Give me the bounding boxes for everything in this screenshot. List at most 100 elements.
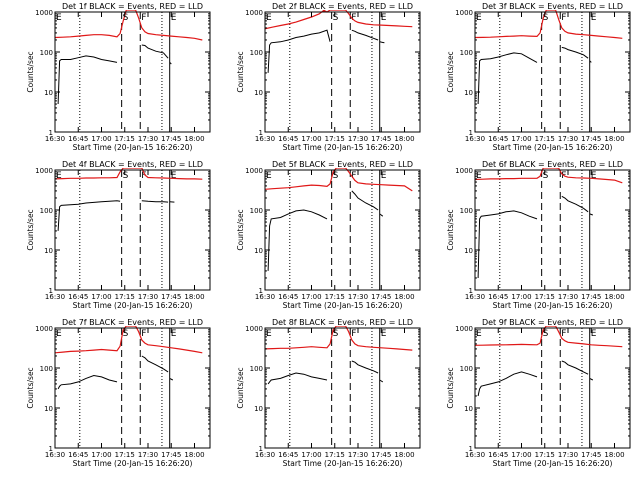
y-tick-label: 100	[250, 207, 263, 215]
y-tick-label: 1000	[245, 9, 263, 17]
series-events-line	[379, 213, 384, 217]
y-tick-label: 1000	[35, 325, 53, 333]
x-tick-label: 17:00	[511, 293, 531, 301]
chart-title: Det 2f BLACK = Events, RED = LLD	[272, 2, 413, 11]
series-events-line	[561, 360, 589, 375]
plot-frame	[264, 11, 421, 133]
x-tick-label: 16:45	[68, 293, 88, 301]
y-tick-label: 10	[254, 89, 263, 97]
series-events-line	[379, 41, 385, 44]
x-tick-label: 17:15	[325, 135, 345, 143]
chart-title: Det 3f BLACK = Events, RED = LLD	[482, 2, 623, 11]
marker-label-S: S	[333, 171, 339, 181]
x-tick-label: 17:15	[535, 293, 555, 301]
y-axis-label: Counts/sec	[446, 51, 455, 92]
marker-label-E: E	[171, 171, 177, 181]
series-lld-line	[265, 326, 413, 351]
y-tick-label: 1000	[455, 325, 473, 333]
x-tick-label: 17:00	[91, 135, 111, 143]
marker-label-F: F	[561, 13, 566, 23]
y-axis-label: Counts/sec	[236, 209, 245, 250]
x-tick-label: 17:00	[91, 451, 111, 459]
x-tick-label: 16:30	[255, 293, 275, 301]
marker-label-F: F	[141, 13, 146, 23]
y-tick-label: 1	[259, 129, 263, 137]
y-axis-label: Counts/sec	[26, 51, 35, 92]
x-axis-label: Start Time (20-Jan-15 16:26:20)	[73, 459, 193, 468]
x-axis-label: Start Time (20-Jan-15 16:26:20)	[283, 301, 403, 310]
marker-label-E: E	[381, 171, 387, 181]
series-events-line	[379, 379, 384, 383]
x-tick-label: 17:00	[301, 451, 321, 459]
marker-label-E: E	[381, 329, 387, 339]
marker-label-E: E	[591, 329, 597, 339]
plot-frame	[474, 327, 631, 449]
x-tick-label: 18:00	[184, 451, 204, 459]
marker-label-F: F	[141, 329, 146, 339]
x-tick-label: 17:15	[325, 451, 345, 459]
x-tick-label: 17:15	[115, 293, 135, 301]
marker-label-E: E	[171, 329, 177, 339]
x-tick-label: 18:00	[394, 293, 414, 301]
series-events-line	[141, 355, 169, 373]
series-events-line	[141, 200, 169, 203]
marker-label-S: S	[123, 171, 129, 181]
y-tick-label: 10	[254, 247, 263, 255]
y-tick-label: 1000	[455, 167, 473, 175]
x-tick-label: 16:30	[465, 293, 485, 301]
series-events-line	[561, 46, 589, 59]
plot-frame	[54, 327, 211, 449]
chart-title: Det 1f BLACK = Events, RED = LLD	[62, 2, 203, 11]
series-events-line	[57, 374, 118, 390]
marker-label-F: F	[351, 329, 356, 339]
x-tick-label: 17:30	[348, 135, 368, 143]
y-tick-label: 10	[464, 247, 473, 255]
y-tick-label: 10	[44, 247, 53, 255]
y-tick-label: 100	[40, 49, 53, 57]
x-tick-label: 18:00	[394, 135, 414, 143]
chart-title: Det 7f BLACK = Events, RED = LLD	[62, 318, 203, 327]
y-tick-label: 10	[44, 89, 53, 97]
x-tick-label: 18:00	[604, 293, 624, 301]
marker-label-F: F	[351, 13, 356, 23]
x-tick-label: 17:15	[115, 451, 135, 459]
marker-label-E: E	[476, 329, 482, 339]
marker-label-S: S	[123, 329, 129, 339]
x-axis-label: Start Time (20-Jan-15 16:26:20)	[493, 459, 613, 468]
x-tick-label: 17:15	[535, 135, 555, 143]
series-lld-line	[475, 168, 623, 184]
x-tick-label: 17:45	[581, 135, 601, 143]
marker-label-E: E	[476, 13, 482, 23]
y-axis-label: Counts/sec	[26, 209, 35, 250]
marker-label-E: E	[476, 171, 482, 181]
x-axis-label: Start Time (20-Jan-15 16:26:20)	[283, 459, 403, 468]
x-tick-label: 17:45	[371, 293, 391, 301]
marker-label-E: E	[266, 171, 272, 181]
x-tick-label: 17:15	[115, 135, 135, 143]
marker-label-S: S	[543, 13, 549, 23]
y-tick-label: 100	[460, 49, 473, 57]
series-lld-line	[475, 10, 623, 39]
y-tick-label: 1	[259, 287, 263, 295]
series-events-line	[169, 62, 172, 65]
x-tick-label: 16:45	[278, 451, 298, 459]
x-tick-label: 17:00	[511, 451, 531, 459]
x-tick-label: 17:45	[581, 451, 601, 459]
x-tick-label: 17:30	[558, 135, 578, 143]
x-tick-label: 16:30	[465, 135, 485, 143]
x-tick-label: 18:00	[604, 451, 624, 459]
x-tick-label: 18:00	[184, 135, 204, 143]
x-tick-label: 16:45	[278, 293, 298, 301]
y-axis-label: Counts/sec	[236, 51, 245, 92]
y-axis-label: Counts/sec	[446, 209, 455, 250]
y-tick-label: 100	[250, 365, 263, 373]
chart-title: Det 9f BLACK = Events, RED = LLD	[482, 318, 623, 327]
marker-label-E: E	[266, 329, 272, 339]
y-axis-label: Counts/sec	[236, 367, 245, 408]
y-tick-label: 100	[460, 207, 473, 215]
